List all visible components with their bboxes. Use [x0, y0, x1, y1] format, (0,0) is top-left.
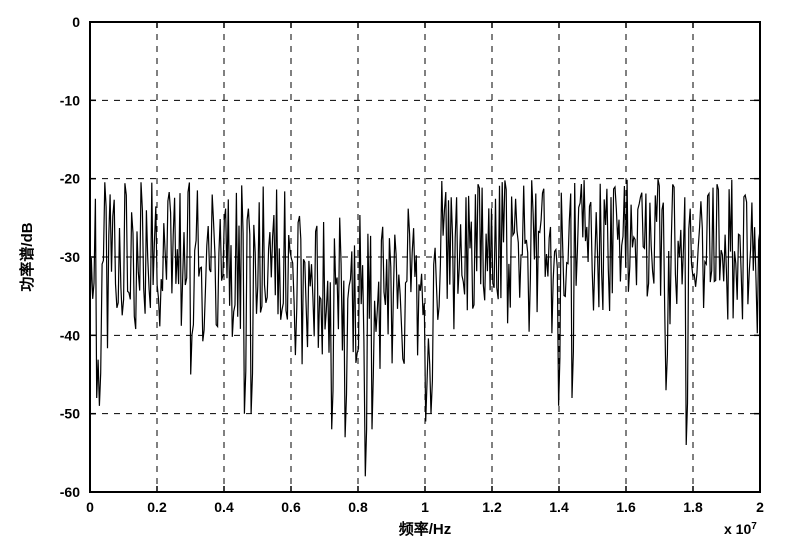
- svg-text:功率谱/dB: 功率谱/dB: [18, 222, 36, 291]
- svg-text:-60: -60: [60, 484, 80, 500]
- svg-text:0.2: 0.2: [147, 499, 167, 515]
- svg-text:0: 0: [86, 499, 94, 515]
- svg-text:-40: -40: [60, 327, 80, 343]
- svg-text:1.6: 1.6: [616, 499, 636, 515]
- svg-text:2: 2: [756, 499, 764, 515]
- psd-chart: 0 0.2 0.4 0.6 0.8 1 1.2 1.4 1.6 1.8 2 0 -10 -20 -30 -40…: [0, 0, 800, 558]
- chart-svg: 0 0.2 0.4 0.6 0.8 1 1.2 1.4 1.6 1.8 2 0 -10 -20 -30 -40…: [0, 0, 800, 558]
- svg-text:1: 1: [421, 499, 429, 515]
- svg-text:0.6: 0.6: [281, 499, 301, 515]
- svg-text:-30: -30: [60, 249, 80, 265]
- svg-text:1.2: 1.2: [482, 499, 502, 515]
- svg-text:-20: -20: [60, 171, 80, 187]
- svg-text:-50: -50: [60, 406, 80, 422]
- svg-text:频率/Hz: 频率/Hz: [399, 520, 452, 538]
- svg-text:0.8: 0.8: [348, 499, 368, 515]
- svg-text:1.4: 1.4: [549, 499, 569, 515]
- svg-text:1.8: 1.8: [683, 499, 703, 515]
- svg-text:0: 0: [72, 14, 80, 30]
- svg-text:0.4: 0.4: [214, 499, 234, 515]
- svg-text:-10: -10: [60, 92, 80, 108]
